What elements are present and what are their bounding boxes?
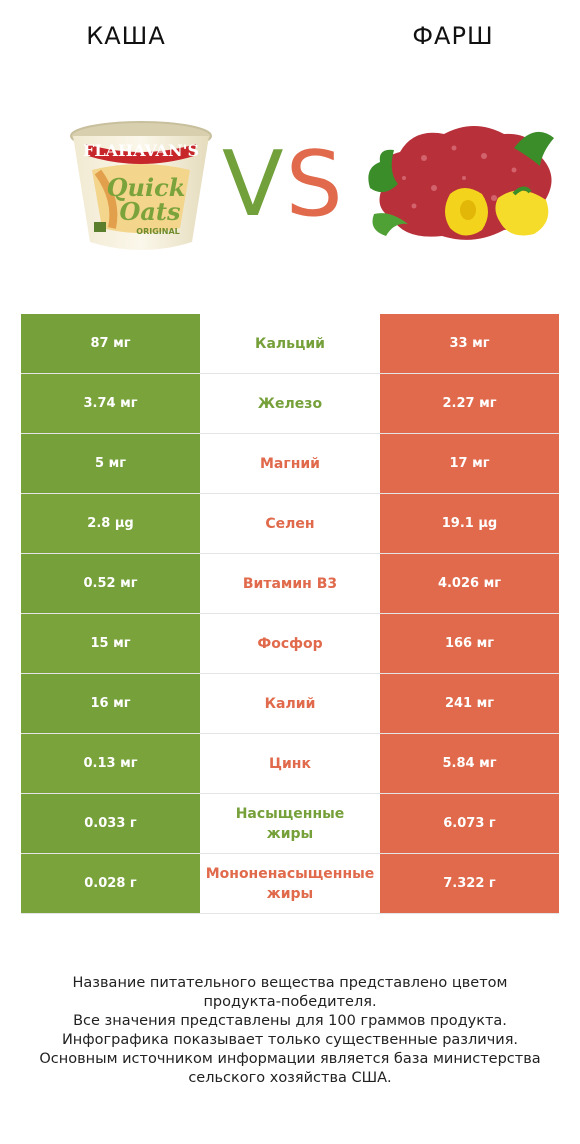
footnote-line: сельского хозяйства США. [188, 1070, 392, 1086]
nutrient-name: Калий [200, 674, 380, 733]
table-row: 0.028 г Мононенасыщенные жиры 7.322 г [21, 854, 559, 914]
footnote-line: продукта-победителя. [203, 994, 377, 1010]
left-value: 0.033 г [21, 794, 200, 853]
footnote: Название питательного вещества представл… [20, 974, 560, 1088]
right-value: 4.026 мг [380, 554, 559, 613]
footnote-line: Инфографика показывает только существенн… [61, 1032, 519, 1048]
nutrient-name: Селен [200, 494, 380, 553]
table-row: 0.033 г Насыщенные жиры 6.073 г [21, 794, 559, 854]
right-value: 19.1 µg [380, 494, 559, 553]
vs-v: V [222, 132, 286, 237]
table-row: 3.74 мг Железо 2.27 мг [21, 374, 559, 434]
table-row: 0.13 мг Цинк 5.84 мг [21, 734, 559, 794]
oats-name-line1: Quick [107, 173, 186, 202]
comparison-table: 87 мг Кальций 33 мг 3.74 мг Железо 2.27 мг 5 м… [21, 314, 559, 914]
table-row: 2.8 µg Селен 19.1 µg [21, 494, 559, 554]
left-value: 16 мг [21, 674, 200, 733]
left-value: 0.028 г [21, 854, 200, 913]
nutrient-name: Мононенасыщенные жиры [200, 854, 380, 913]
left-product-title: КАША [86, 22, 166, 50]
nutrient-name: Магний [200, 434, 380, 493]
left-value: 3.74 мг [21, 374, 200, 433]
oats-variant-text: ORIGINAL [136, 227, 179, 236]
oats-brand-text: FLAHAVAN'S [83, 141, 199, 160]
right-value: 241 мг [380, 674, 559, 733]
right-value: 5.84 мг [380, 734, 559, 793]
footnote-line: Название питательного вещества представл… [72, 975, 508, 991]
nutrient-name: Витамин B3 [200, 554, 380, 613]
table-row: 16 мг Калий 241 мг [21, 674, 559, 734]
table-row: 5 мг Магний 17 мг [21, 434, 559, 494]
right-value: 166 мг [380, 614, 559, 673]
left-value: 0.52 мг [21, 554, 200, 613]
right-value: 6.073 г [380, 794, 559, 853]
vs-s: S [285, 132, 345, 237]
table-row: 0.52 мг Витамин B3 4.026 мг [21, 554, 559, 614]
right-value: 2.27 мг [380, 374, 559, 433]
left-value: 15 мг [21, 614, 200, 673]
nutrient-name: Цинк [200, 734, 380, 793]
nutrient-name: Фосфор [200, 614, 380, 673]
nutrient-name: Кальций [200, 314, 380, 373]
vs-label: VS [222, 140, 345, 230]
table-row: 87 мг Кальций 33 мг [21, 314, 559, 374]
table-row: 15 мг Фосфор 166 мг [21, 614, 559, 674]
left-value: 5 мг [21, 434, 200, 493]
right-product-title: ФАРШ [412, 22, 494, 50]
nutrient-name: Железо [200, 374, 380, 433]
left-value: 2.8 µg [21, 494, 200, 553]
minced-meat-image [368, 126, 554, 240]
right-value: 17 мг [380, 434, 559, 493]
left-value: 87 мг [21, 314, 200, 373]
footnote-line: Основным источником информации является … [39, 1051, 541, 1067]
oats-cup-image: FLAHAVAN'S Quick Oats ORIGINAL [70, 121, 212, 250]
footnote-line: Все значения представлены для 100 граммо… [73, 1013, 507, 1029]
right-value: 33 мг [380, 314, 559, 373]
oats-name-line2: Oats [119, 197, 181, 226]
left-value: 0.13 мг [21, 734, 200, 793]
nutrient-name: Насыщенные жиры [200, 794, 380, 853]
right-value: 7.322 г [380, 854, 559, 913]
